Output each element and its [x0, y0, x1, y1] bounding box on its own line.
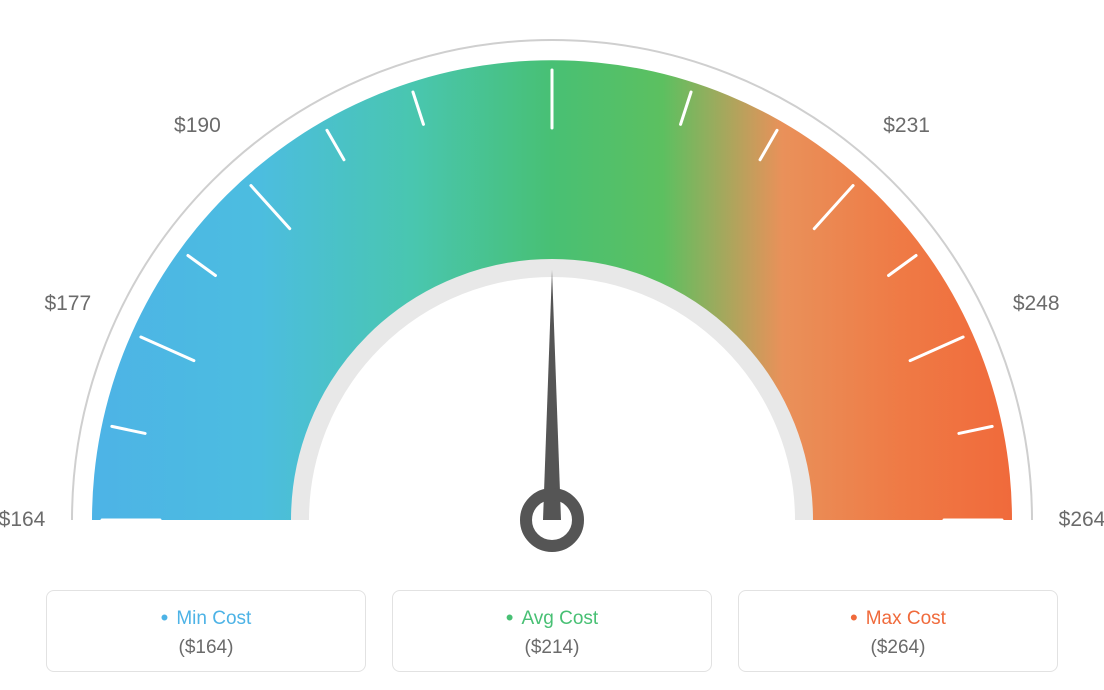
gauge-tick-label: $231 — [883, 114, 930, 138]
gauge-tick-label: $177 — [44, 292, 91, 316]
gauge-tick-label: $164 — [0, 508, 45, 532]
gauge-svg — [0, 0, 1104, 570]
legend-row: Min Cost ($164) Avg Cost ($214) Max Cost ($26… — [0, 590, 1104, 672]
legend-title: Min Cost — [47, 605, 365, 631]
legend-card-avg: Avg Cost ($214) — [392, 590, 712, 672]
gauge-tick-label: $214 — [529, 0, 576, 2]
legend-value: ($164) — [47, 637, 365, 659]
legend-title: Max Cost — [739, 605, 1057, 631]
legend-card-min: Min Cost ($164) — [46, 590, 366, 672]
gauge-tick-label: $264 — [1059, 508, 1104, 532]
legend-title: Avg Cost — [393, 605, 711, 631]
legend-card-max: Max Cost ($264) — [738, 590, 1058, 672]
gauge-chart: $164 $177 $190 $214 $231 $248 $264 — [0, 0, 1104, 570]
legend-value: ($214) — [393, 637, 711, 659]
gauge-tick-label: $248 — [1013, 292, 1060, 316]
legend-value: ($264) — [739, 637, 1057, 659]
gauge-tick-label: $190 — [174, 114, 221, 138]
